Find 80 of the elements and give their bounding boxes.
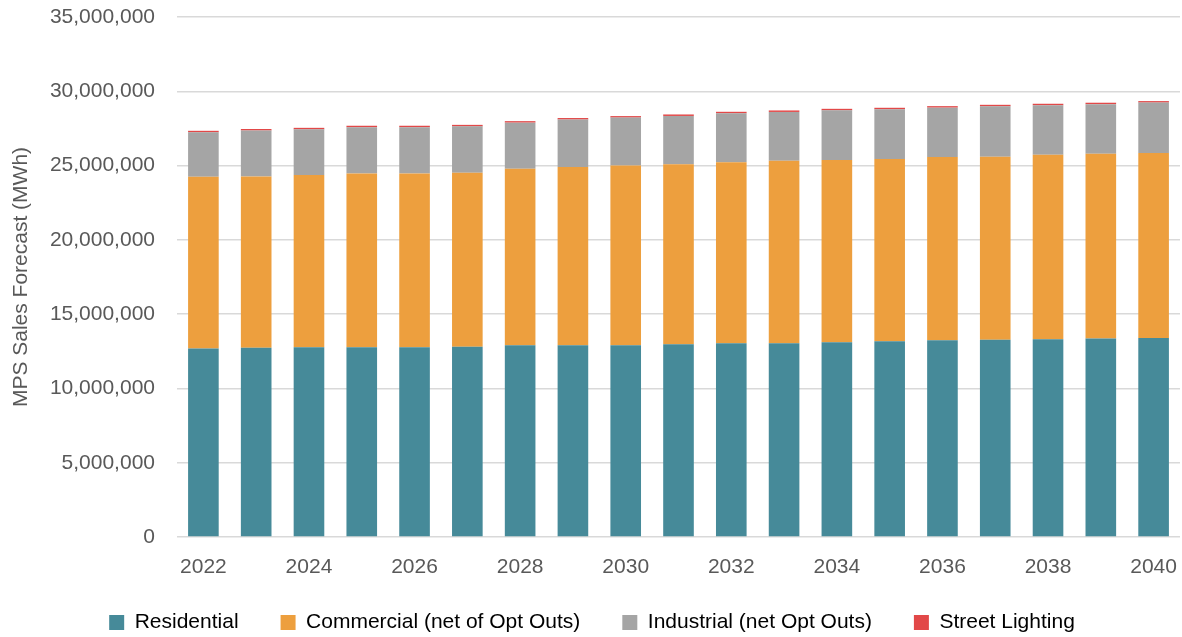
bar <box>293 129 325 175</box>
bar <box>663 115 694 165</box>
bar <box>1032 154 1064 340</box>
bar <box>821 342 853 537</box>
x-tick-label: 2036 <box>919 554 966 578</box>
y-tick-label: 5,000,000 <box>61 449 155 473</box>
y-tick-label: 30,000,000 <box>49 78 155 102</box>
bar <box>399 173 430 348</box>
bar <box>452 346 483 537</box>
x-tick-label: 2040 <box>1130 554 1177 578</box>
bar <box>293 174 325 348</box>
x-tick-label: 2024 <box>285 554 333 578</box>
bar <box>1032 105 1064 155</box>
bar <box>188 176 219 349</box>
bar <box>557 166 589 346</box>
bar <box>399 347 430 537</box>
bar <box>874 158 905 342</box>
x-tick-label: 2026 <box>391 554 438 578</box>
bar <box>1085 338 1117 537</box>
bar <box>979 156 1011 340</box>
y-axis-title: MPS Sales Forecast (MWh) <box>8 146 32 408</box>
bar <box>557 119 589 167</box>
bar <box>821 159 853 343</box>
bar <box>557 345 589 537</box>
bar <box>504 122 536 169</box>
bar <box>240 130 272 177</box>
bar <box>188 132 219 177</box>
y-tick-label: 10,000,000 <box>49 375 155 399</box>
y-tick-label: 0 <box>143 523 155 547</box>
bar <box>768 111 800 161</box>
bar <box>1032 339 1064 537</box>
y-tick-label: 35,000,000 <box>49 3 155 27</box>
bar <box>663 164 694 345</box>
x-tick-label: 2038 <box>1024 554 1072 578</box>
bar <box>504 168 536 346</box>
bar <box>1138 337 1169 537</box>
bar <box>927 340 958 537</box>
bar <box>452 172 483 347</box>
bar <box>927 107 958 157</box>
bar <box>346 173 378 348</box>
x-tick-label: 2030 <box>602 554 650 578</box>
bar <box>504 345 536 537</box>
x-tick-label: 2022 <box>180 554 227 578</box>
y-tick-label: 25,000,000 <box>49 152 155 176</box>
bar <box>1138 152 1169 338</box>
bar <box>240 347 272 537</box>
bar <box>663 344 694 537</box>
bar <box>240 176 272 348</box>
bar <box>1085 104 1117 154</box>
legend-label: Street Lighting <box>939 609 1075 633</box>
bar <box>821 110 853 160</box>
bar <box>188 348 219 537</box>
bar <box>1085 153 1117 339</box>
bar <box>346 347 378 537</box>
bar <box>874 341 905 537</box>
bar <box>979 106 1011 157</box>
bar <box>715 343 747 537</box>
x-tick-label: 2032 <box>707 554 755 578</box>
bar <box>610 117 642 166</box>
bar <box>768 160 800 344</box>
legend-label: Industrial (net Opt Outs) <box>647 609 872 633</box>
bar <box>610 345 642 537</box>
bar <box>1138 102 1169 153</box>
bar <box>874 109 905 159</box>
legend-label: Residential <box>134 609 239 633</box>
bar <box>293 347 325 537</box>
bar <box>399 127 430 174</box>
bar <box>979 339 1011 537</box>
legend-label: Commercial (net of Opt Outs) <box>306 609 581 633</box>
x-tick-label: 2028 <box>496 554 544 578</box>
bar <box>715 162 747 344</box>
x-tick-label: 2034 <box>813 554 861 578</box>
bar <box>715 113 747 163</box>
bar <box>452 126 483 173</box>
y-tick-label: 20,000,000 <box>49 226 155 250</box>
y-tick-label: 15,000,000 <box>49 300 155 324</box>
bar <box>927 156 958 341</box>
bar <box>346 127 378 174</box>
bar <box>768 343 800 537</box>
bar <box>610 165 642 346</box>
